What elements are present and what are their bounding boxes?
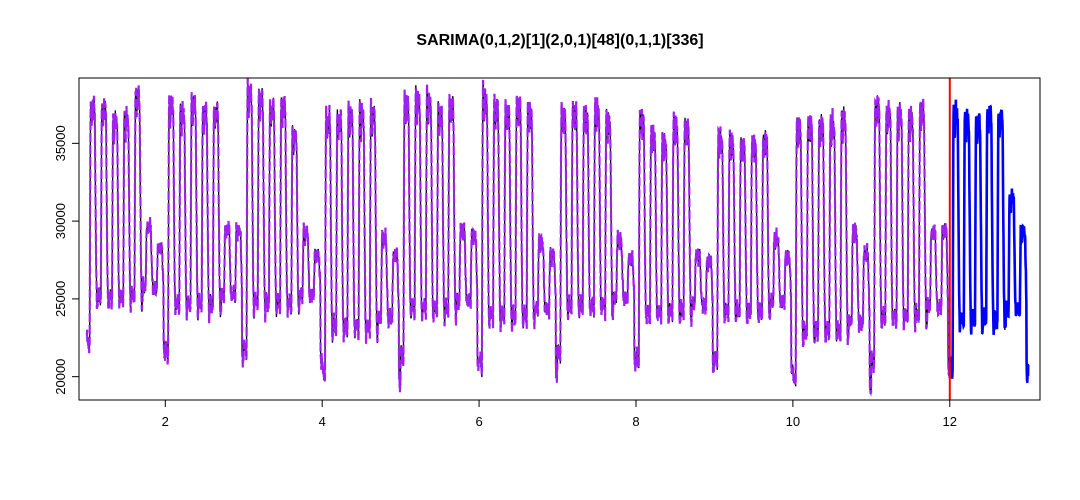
x-tick-label: 6 [475,414,482,429]
plot-frame [78,77,1041,401]
x-tick-label: 2 [162,414,169,429]
x-tick-label: 4 [319,414,326,429]
chart-title: SARIMA(0,1,2)[1](2,0,1)[48](0,1,1)[336] [416,32,703,49]
series-layer [85,78,1030,400]
series-line-actual-holdout [949,100,1029,384]
x-tick-label: 10 [786,414,800,429]
x-tick-label: 8 [632,414,639,429]
series-line-forecast [948,99,1030,383]
series-line-fitted [85,78,951,397]
y-tick-label: 20000 [53,359,68,395]
y-tick-label: 30000 [53,203,68,239]
x-tick-label: 12 [943,414,957,429]
y-tick-label: 35000 [53,125,68,161]
y-tick-label: 25000 [53,281,68,317]
